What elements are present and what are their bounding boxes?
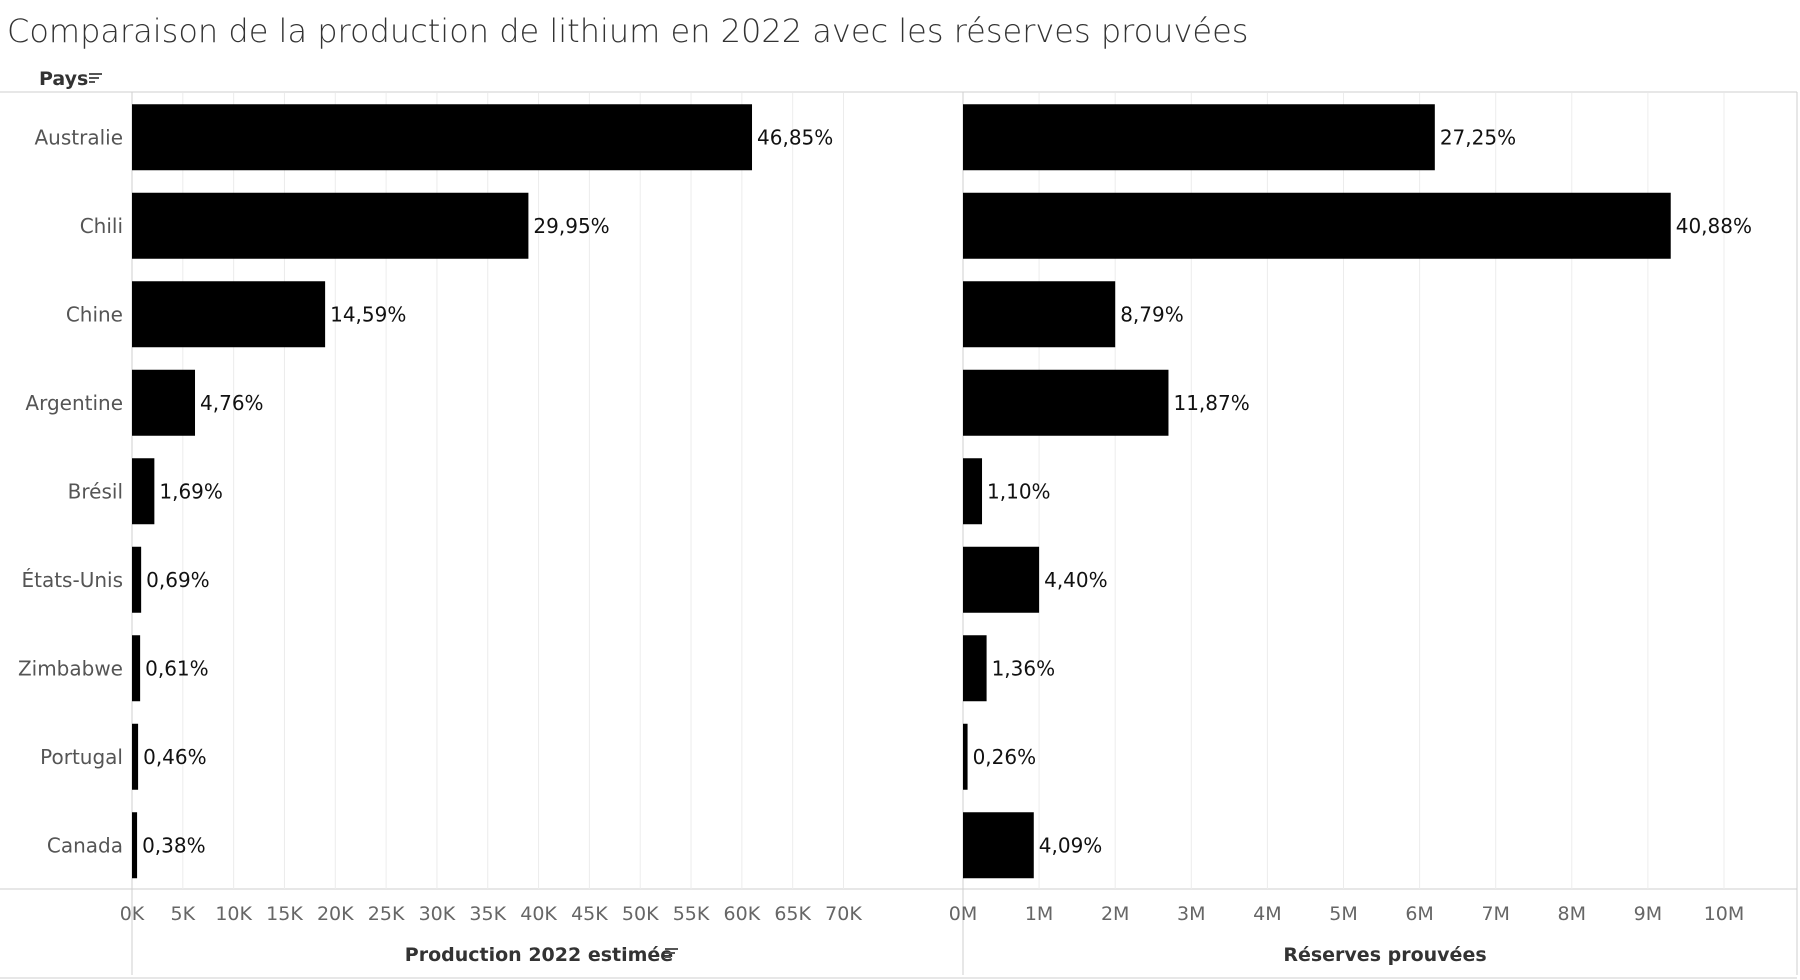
data-label: 0,38%	[142, 833, 206, 857]
data-label: 11,87%	[1173, 391, 1249, 415]
bar	[963, 546, 1040, 613]
data-label: 4,09%	[1039, 833, 1103, 857]
category-label: Canada	[47, 833, 123, 857]
row-header-label: Pays	[39, 68, 88, 90]
x-tick-label: 5M	[1329, 903, 1357, 925]
bar	[963, 104, 1435, 171]
bar	[132, 635, 141, 702]
data-label: 8,79%	[1120, 302, 1184, 326]
data-label: 0,26%	[973, 745, 1037, 769]
row-header[interactable]: Pays	[39, 68, 102, 90]
x-tick-label: 0M	[949, 903, 977, 925]
panel-1: 0K 5K 10K 15K 20K 25K 30K 35K 40K 45K 50K 55K 60K 65K…	[120, 93, 862, 966]
category-label: États-Unis	[21, 568, 123, 592]
sort-icon[interactable]	[89, 73, 102, 83]
category-label: Chili	[80, 214, 123, 238]
category-label: Brésil	[68, 479, 123, 503]
data-label: 4,40%	[1044, 568, 1108, 592]
x-tick-label: 40K	[520, 903, 557, 925]
bar	[963, 635, 987, 702]
data-label: 27,25%	[1440, 125, 1516, 149]
bar	[132, 458, 155, 525]
x-tick-label: 30K	[419, 903, 456, 925]
data-label: 0,61%	[145, 656, 209, 680]
data-label: 1,36%	[992, 656, 1056, 680]
data-label: 0,46%	[143, 745, 207, 769]
x-tick-label: 8M	[1558, 903, 1586, 925]
x-tick-label: 55K	[673, 903, 710, 925]
x-tick-label: 5K	[171, 903, 196, 925]
data-label: 29,95%	[533, 214, 609, 238]
bar	[132, 546, 142, 613]
bar	[963, 192, 1671, 259]
x-tick-label: 20K	[317, 903, 354, 925]
sort-icon[interactable]	[665, 948, 678, 958]
x-axis-title: Production 2022 estimée	[405, 944, 673, 966]
x-tick-label: 45K	[571, 903, 608, 925]
x-tick-label: 4M	[1253, 903, 1281, 925]
x-axis-title: Réserves prouvées	[1283, 944, 1486, 966]
x-tick-label: 7M	[1481, 903, 1509, 925]
x-tick-label: 35K	[469, 903, 506, 925]
x-tick-label: 10M	[1704, 903, 1745, 925]
bar	[963, 723, 968, 790]
x-tick-label: 3M	[1177, 903, 1205, 925]
category-label: Australie	[34, 125, 123, 149]
x-tick-label: 70K	[825, 903, 862, 925]
x-tick-label: 2M	[1101, 903, 1129, 925]
x-tick-label: 50K	[622, 903, 659, 925]
category-label: Argentine	[25, 391, 123, 415]
x-tick-label: 6M	[1405, 903, 1433, 925]
bar	[132, 104, 753, 171]
x-tick-label: 0K	[120, 903, 145, 925]
x-tick-label: 25K	[368, 903, 405, 925]
bar	[963, 281, 1116, 348]
bar	[963, 458, 983, 525]
data-label: 40,88%	[1676, 214, 1752, 238]
bar	[132, 812, 138, 879]
panel-2: 0M 1M 2M 3M 4M 5M 6M 7M 8M 9M 10M 27,25% 40,88% 8,79%…	[949, 93, 1752, 966]
x-tick-label: 1M	[1025, 903, 1053, 925]
category-label: Portugal	[40, 745, 123, 769]
bar	[963, 812, 1034, 879]
x-tick-label: 60K	[724, 903, 761, 925]
data-label: 4,76%	[200, 391, 264, 415]
bar	[963, 369, 1169, 436]
x-tick-label: 9M	[1634, 903, 1662, 925]
x-tick-label: 10K	[215, 903, 252, 925]
bar	[132, 723, 139, 790]
category-label: Zimbabwe	[18, 656, 123, 680]
chart-title: Comparaison de la production de lithium …	[7, 12, 1249, 50]
bar	[132, 192, 529, 259]
x-tick-label: 65K	[774, 903, 811, 925]
category-label: Chine	[66, 302, 123, 326]
bar	[132, 281, 326, 348]
data-label: 14,59%	[330, 302, 406, 326]
x-tick-label: 15K	[266, 903, 303, 925]
data-label: 0,69%	[146, 568, 210, 592]
bar	[132, 369, 196, 436]
data-label: 46,85%	[757, 125, 833, 149]
data-label: 1,10%	[987, 479, 1051, 503]
data-label: 1,69%	[159, 479, 223, 503]
